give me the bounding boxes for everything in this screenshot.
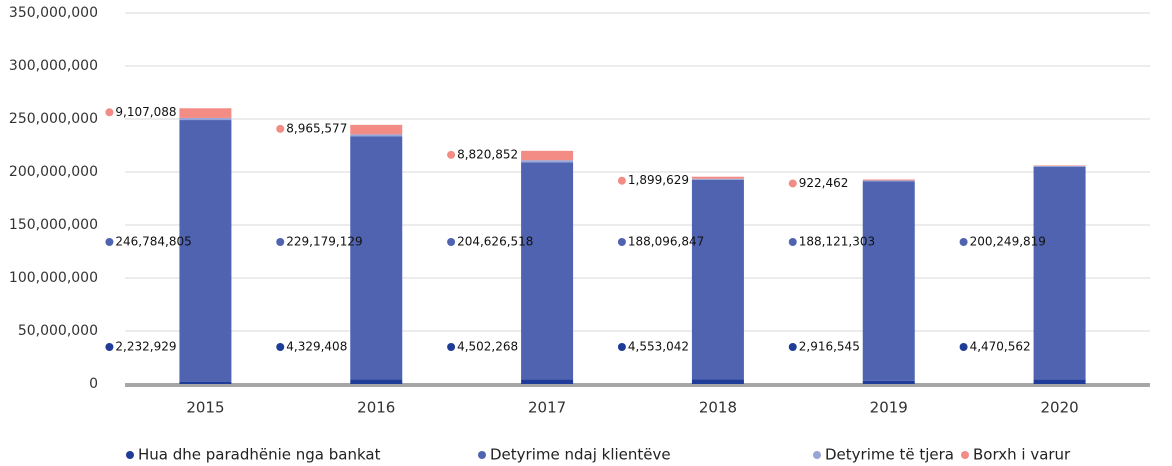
legend-marker — [126, 451, 134, 459]
x-tick-label: 2019 — [870, 399, 908, 417]
data-label: 922,462 — [799, 176, 849, 190]
bar-segment — [862, 181, 915, 381]
bar-segment — [691, 379, 744, 384]
label-dot — [447, 150, 456, 159]
label-dot — [447, 343, 456, 351]
label-dot — [105, 343, 114, 351]
label-dot — [617, 176, 626, 185]
data-label: 2,232,929 — [115, 340, 176, 354]
data-label: 1,899,629 — [628, 173, 689, 187]
legend-label: Detyrime ndaj klientëve — [490, 446, 671, 464]
x-tick-label: 2018 — [699, 399, 737, 417]
y-tick-label: 300,000,000 — [9, 58, 98, 74]
data-label: 4,502,268 — [457, 340, 518, 354]
y-tick-label: 50,000,000 — [18, 323, 98, 339]
bar-segment — [862, 179, 915, 181]
y-tick-label: 100,000,000 — [9, 270, 98, 286]
label-dot — [276, 238, 285, 246]
bar-segment — [691, 179, 744, 380]
legend-label: Borxh i varur — [973, 446, 1071, 464]
bar-segment — [691, 178, 744, 180]
x-tick-label: 2016 — [357, 399, 395, 417]
label-dot — [276, 124, 285, 133]
x-tick-label: 2020 — [1040, 399, 1078, 417]
legend-marker — [813, 451, 821, 459]
label-dot — [105, 238, 114, 246]
bar-segment — [691, 176, 744, 179]
label-dot — [105, 108, 114, 117]
bar-segment — [1033, 165, 1086, 167]
x-tick-label: 2017 — [528, 399, 566, 417]
y-tick-label: 0 — [89, 376, 98, 392]
bar-segment — [1033, 379, 1086, 384]
label-dot — [617, 343, 626, 351]
bar-segment — [1033, 166, 1086, 380]
label-dot — [959, 343, 968, 351]
bar-segment — [179, 117, 232, 121]
bar-segment — [1033, 165, 1086, 166]
y-tick-label: 250,000,000 — [9, 111, 98, 127]
y-tick-label: 350,000,000 — [9, 5, 98, 21]
data-label: 188,121,303 — [799, 235, 875, 249]
bar-segment — [350, 379, 403, 384]
data-label: 188,096,847 — [628, 235, 704, 249]
data-label: 229,179,129 — [286, 235, 362, 249]
bar-segment — [521, 162, 574, 380]
bar-segment — [350, 134, 403, 137]
data-label: 204,626,518 — [457, 235, 533, 249]
bar-segment — [179, 381, 232, 384]
bar-segment — [521, 379, 574, 384]
data-label: 4,553,042 — [628, 340, 689, 354]
bar-segment — [350, 136, 403, 380]
data-label: 2,916,545 — [799, 340, 860, 354]
bar-segment — [862, 380, 915, 384]
label-dot — [788, 343, 797, 351]
label-dot — [276, 343, 285, 351]
bar-segment — [521, 150, 574, 161]
data-label: 200,249,819 — [970, 235, 1046, 249]
label-dot — [617, 238, 626, 246]
x-tick-label: 2015 — [186, 399, 224, 417]
data-label: 4,470,562 — [970, 340, 1031, 354]
data-label: 9,107,088 — [115, 105, 176, 119]
bar-segment — [862, 180, 915, 182]
data-label: 4,329,408 — [286, 340, 347, 354]
bar-segment — [179, 108, 232, 118]
data-label: 8,820,852 — [457, 147, 518, 161]
y-tick-label: 150,000,000 — [9, 217, 98, 233]
legend-label: Detyrime të tjera — [825, 446, 954, 464]
bar-segment — [179, 120, 232, 382]
legend-marker — [478, 451, 486, 459]
data-label: 8,965,577 — [286, 121, 347, 135]
legend-label: Hua dhe paradhënie nga bankat — [138, 446, 381, 464]
label-dot — [788, 179, 797, 188]
label-dot — [447, 238, 456, 246]
y-tick-label: 200,000,000 — [9, 164, 98, 180]
label-dot — [788, 238, 797, 246]
label-dot — [959, 238, 968, 246]
legend-marker — [961, 451, 969, 459]
bar-segment — [350, 124, 403, 135]
data-label: 246,784,805 — [115, 235, 191, 249]
bar-segment — [521, 160, 574, 163]
